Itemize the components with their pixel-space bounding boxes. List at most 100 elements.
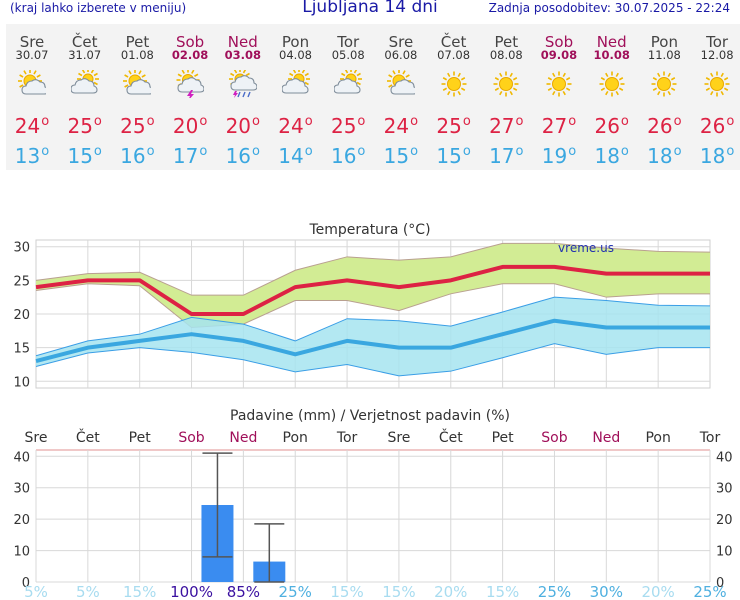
max-temperature: 25o bbox=[330, 114, 366, 138]
precipitation-x-tick: Čet bbox=[439, 428, 463, 446]
precipitation-y-tick-left: 10 bbox=[13, 545, 30, 560]
day-date: 04.08 bbox=[279, 48, 312, 62]
max-temperature: 27o bbox=[489, 114, 524, 138]
precipitation-y-tick-right: 20 bbox=[716, 513, 733, 528]
day-column: Sre 06.08 24o 15o bbox=[375, 24, 427, 170]
precipitation-x-tick: Čet bbox=[76, 428, 100, 446]
max-temperature: 24o bbox=[383, 114, 419, 138]
precipitation-probability: 20% bbox=[434, 583, 467, 600]
day-name: Sre bbox=[388, 33, 414, 51]
precipitation-y-tick-left: 40 bbox=[13, 450, 30, 465]
max-temperature: 25o bbox=[67, 114, 102, 138]
precipitation-y-tick-right: 40 bbox=[716, 450, 733, 465]
max-temperature: 26o bbox=[699, 114, 735, 138]
day-column: Pon 04.08 24o 14o bbox=[270, 24, 322, 170]
precipitation-chart-title: Padavine (mm) / Verjetnost padavin (%) bbox=[230, 408, 510, 424]
tmin-band-lower bbox=[35, 343, 710, 377]
sun-icon bbox=[650, 70, 678, 98]
precipitation-probability: 15% bbox=[330, 583, 363, 600]
day-column: Čet 31.07 25o 15o bbox=[59, 24, 111, 170]
day-column: Sob 09.08 27o 19o bbox=[533, 24, 585, 170]
precipitation-x-tick: Ned bbox=[229, 430, 257, 446]
last-update: Zadnja posodobitev: 30.07.2025 - 22:24 bbox=[488, 1, 730, 15]
day-name: Ned bbox=[227, 33, 258, 51]
day-date: 08.08 bbox=[489, 48, 523, 62]
precipitation-x-tick: Sob bbox=[541, 430, 567, 446]
precipitation-y-tick-right: 10 bbox=[716, 545, 733, 560]
min-temperature: 13o bbox=[14, 144, 50, 168]
min-temperature: 16o bbox=[120, 144, 155, 168]
temperature-chart-title: Temperatura (°C) bbox=[308, 222, 430, 238]
day-column: Sre 30.07 24o 13o bbox=[6, 24, 58, 170]
precipitation-x-tick: Sob bbox=[178, 430, 204, 446]
precipitation-probability: 15% bbox=[382, 583, 415, 600]
day-column: Sob 02.08 20o 17o bbox=[164, 24, 216, 170]
min-temperature: 18o bbox=[699, 144, 735, 168]
day-date: 30.07 bbox=[15, 48, 49, 62]
precipitation-x-tick: Sre bbox=[387, 430, 410, 446]
day-name: Tor bbox=[706, 33, 729, 51]
rain-thunder-icon bbox=[228, 68, 258, 98]
min-temperature: 15o bbox=[67, 144, 102, 168]
temperature-y-tick: 20 bbox=[13, 308, 30, 323]
day-column: Tor 12.08 26o 18o bbox=[691, 24, 740, 170]
tmax-line bbox=[35, 264, 710, 316]
precipitation-x-tick: Ned bbox=[592, 430, 620, 446]
tmin-band-upper bbox=[35, 296, 711, 357]
precipitation-x-tick: Pet bbox=[129, 430, 152, 446]
day-name: Čet bbox=[440, 33, 467, 51]
tmin-line bbox=[35, 318, 710, 364]
precipitation-probability: 25% bbox=[279, 583, 312, 600]
precipitation-y-tick-left: 20 bbox=[13, 513, 30, 528]
min-temperature: 15o bbox=[436, 144, 471, 168]
max-temperature: 26o bbox=[647, 114, 682, 138]
precipitation-probability: 25% bbox=[693, 583, 726, 600]
min-temperature: 17o bbox=[172, 144, 208, 168]
temperature-y-tick: 30 bbox=[13, 241, 30, 256]
min-temperature: 15o bbox=[383, 144, 419, 168]
day-name: Ned bbox=[596, 33, 627, 51]
day-column: Ned 10.08 26o 18o bbox=[586, 24, 638, 170]
page-header: (kraj lahko izberete v meniju) Ljubljana… bbox=[0, 0, 740, 20]
day-name: Pon bbox=[650, 33, 678, 51]
temperature-y-tick: 25 bbox=[13, 274, 30, 289]
day-date: 12.08 bbox=[700, 48, 734, 62]
cloudy-sun-icon bbox=[280, 68, 310, 98]
max-temperature: 20o bbox=[172, 114, 208, 138]
precipitation-probability: 5% bbox=[24, 583, 48, 600]
day-column: Čet 07.08 25o 15o bbox=[428, 24, 480, 170]
day-date: 02.08 bbox=[171, 48, 209, 62]
day-date: 06.08 bbox=[384, 48, 418, 62]
sun-icon bbox=[492, 70, 520, 98]
watermark: vreme.us bbox=[558, 241, 614, 255]
partly-sunny-icon bbox=[386, 69, 418, 98]
temperature-y-tick: 15 bbox=[13, 342, 30, 357]
min-temperature: 18o bbox=[647, 144, 682, 168]
location-menu-hint[interactable]: (kraj lahko izberete v meniju) bbox=[10, 1, 187, 15]
day-column: Pet 08.08 27o 17o bbox=[480, 24, 532, 170]
precipitation-probability: 100% bbox=[170, 583, 213, 600]
precipitation-y-tick-left: 30 bbox=[13, 482, 30, 497]
precipitation-probability: 30% bbox=[590, 583, 623, 600]
day-date: 05.08 bbox=[331, 48, 365, 62]
day-date: 31.07 bbox=[68, 48, 102, 62]
day-name: Pet bbox=[125, 33, 150, 51]
max-temperature: 27o bbox=[541, 114, 577, 138]
day-name: Sob bbox=[544, 33, 574, 51]
day-name: Pet bbox=[494, 33, 519, 51]
day-column: Pet 01.08 25o 16o bbox=[111, 24, 163, 170]
sun-icon bbox=[545, 70, 573, 98]
day-name: Sre bbox=[19, 33, 45, 51]
day-name: Čet bbox=[71, 33, 98, 51]
precipitation-y-tick-right: 0 bbox=[716, 576, 724, 591]
precipitation-probability: 25% bbox=[538, 583, 571, 600]
day-name: Pon bbox=[281, 33, 310, 51]
precipitation-probability: 15% bbox=[123, 583, 156, 600]
daily-forecast-strip: Sre 30.07 24o 13o Čet 31.07 25o 15o Pet 01.08 25o 1… bbox=[6, 24, 740, 170]
sun-icon bbox=[440, 70, 468, 98]
precipitation-probability: 15% bbox=[486, 583, 519, 600]
precipitation-y-tick-right: 30 bbox=[716, 482, 733, 497]
min-temperature: 16o bbox=[225, 144, 260, 168]
precipitation-x-tick: Tor bbox=[336, 430, 358, 446]
